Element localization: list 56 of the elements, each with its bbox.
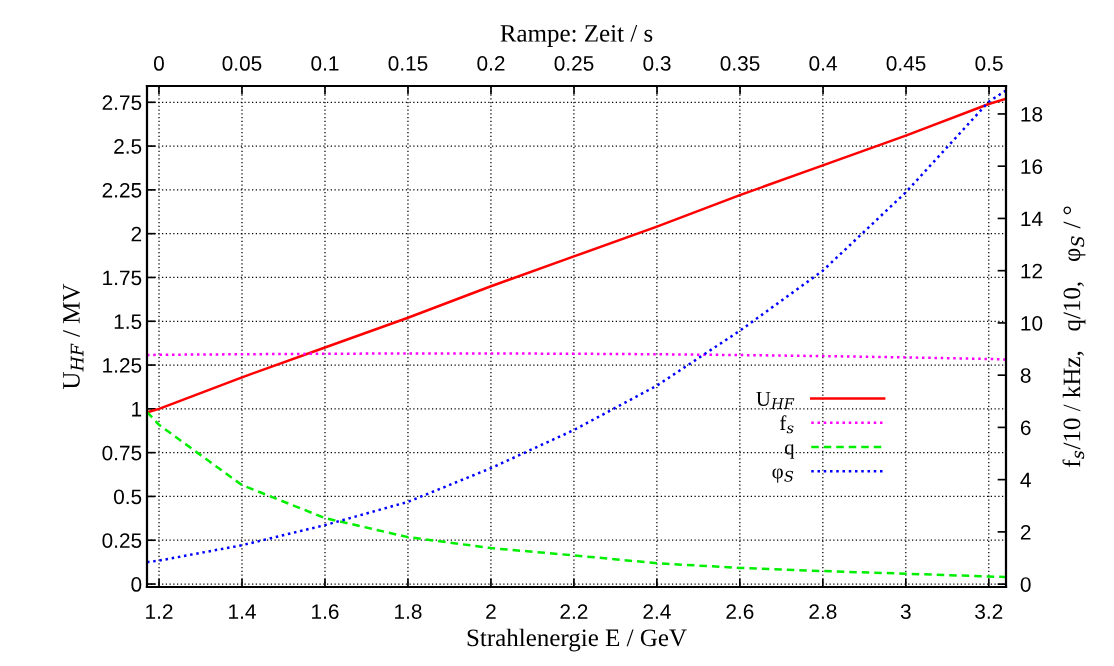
legend-label: f$_{s}$ <box>780 415 794 434</box>
y-tick-label: 1.5 <box>114 314 142 330</box>
x2-tick-label: 0.5 <box>975 56 1003 71</box>
y-tick-label: 1 <box>132 402 142 417</box>
y2-tick-label: 18 <box>1021 106 1043 122</box>
x2-tick-label: 0.15 <box>388 56 428 71</box>
x2-tick-label: 0.2 <box>477 56 505 71</box>
x-tick-label: 1.6 <box>312 604 339 619</box>
y-tick-label: 0 <box>131 577 142 592</box>
y2-tick-label: 0 <box>1020 577 1031 592</box>
x2-tick-label: 0.1 <box>311 56 339 71</box>
x2-tick-label: 0.3 <box>643 56 671 71</box>
x-tick-label: 1.4 <box>229 604 256 619</box>
y-axis-title: U$_{HF}$ / MV <box>63 283 84 390</box>
y-tick-label: 0.5 <box>113 489 142 505</box>
y2-tick-label: 2 <box>1020 524 1031 540</box>
x-tick-label: 2.2 <box>560 604 588 619</box>
y2-tick-label: 16 <box>1021 159 1043 174</box>
x-tick-label: 2.4 <box>643 604 671 619</box>
line-series <box>147 352 1006 361</box>
y-tick-label: 2.75 <box>102 95 142 111</box>
y-tick-label: 0.25 <box>102 533 142 548</box>
y2-tick-label: 14 <box>1021 211 1043 226</box>
x2-tick-label: 0 <box>153 56 164 71</box>
legend-label: φ$_{S}$ <box>772 468 794 483</box>
x2-tick-label: 0.25 <box>554 56 594 71</box>
line-series <box>147 410 1006 579</box>
y-tick-label: 2.5 <box>114 139 142 154</box>
y-tick-label: 1.75 <box>103 270 142 286</box>
x-tick-label: 3.2 <box>975 604 1003 619</box>
y2-tick-label: 6 <box>1020 420 1031 436</box>
legend-label: q <box>784 444 795 459</box>
x-tick-label: 2.6 <box>726 604 754 619</box>
y2-tick-label: 10 <box>1021 315 1043 331</box>
y2-axis-title: f$_{s}$/10 / kHz, q/10, φ$_{S}$ / ° <box>1062 206 1086 467</box>
x-tick-label: 2.8 <box>809 604 837 619</box>
y-tick-label: 2.25 <box>102 182 142 198</box>
y-tick-label: 0.75 <box>102 445 142 461</box>
x2-tick-label: 0.45 <box>886 56 926 71</box>
x-tick-label: 1.8 <box>395 604 422 619</box>
legend-label: U$_{HF}$ <box>756 392 795 409</box>
x-tick-label: 2 <box>486 604 496 619</box>
y2-tick-label: 12 <box>1021 263 1043 279</box>
x2-tick-label: 0.35 <box>720 56 760 71</box>
x-tick-label: 1.2 <box>146 604 173 619</box>
y-tick-label: 2 <box>131 226 142 242</box>
y2-tick-label: 4 <box>1020 472 1031 488</box>
line-series <box>147 97 1006 414</box>
y-tick-label: 1.25 <box>103 358 142 373</box>
x2-tick-label: 0.05 <box>222 56 262 71</box>
x2-axis-title: Rampe: Zeit / s <box>500 25 653 47</box>
y2-tick-label: 8 <box>1020 368 1031 383</box>
x-axis-title: Strahlenergie E / GeV <box>467 628 687 652</box>
x-tick-label: 3 <box>900 604 911 619</box>
line-series <box>147 89 1006 564</box>
x2-tick-label: 0.4 <box>809 56 837 71</box>
